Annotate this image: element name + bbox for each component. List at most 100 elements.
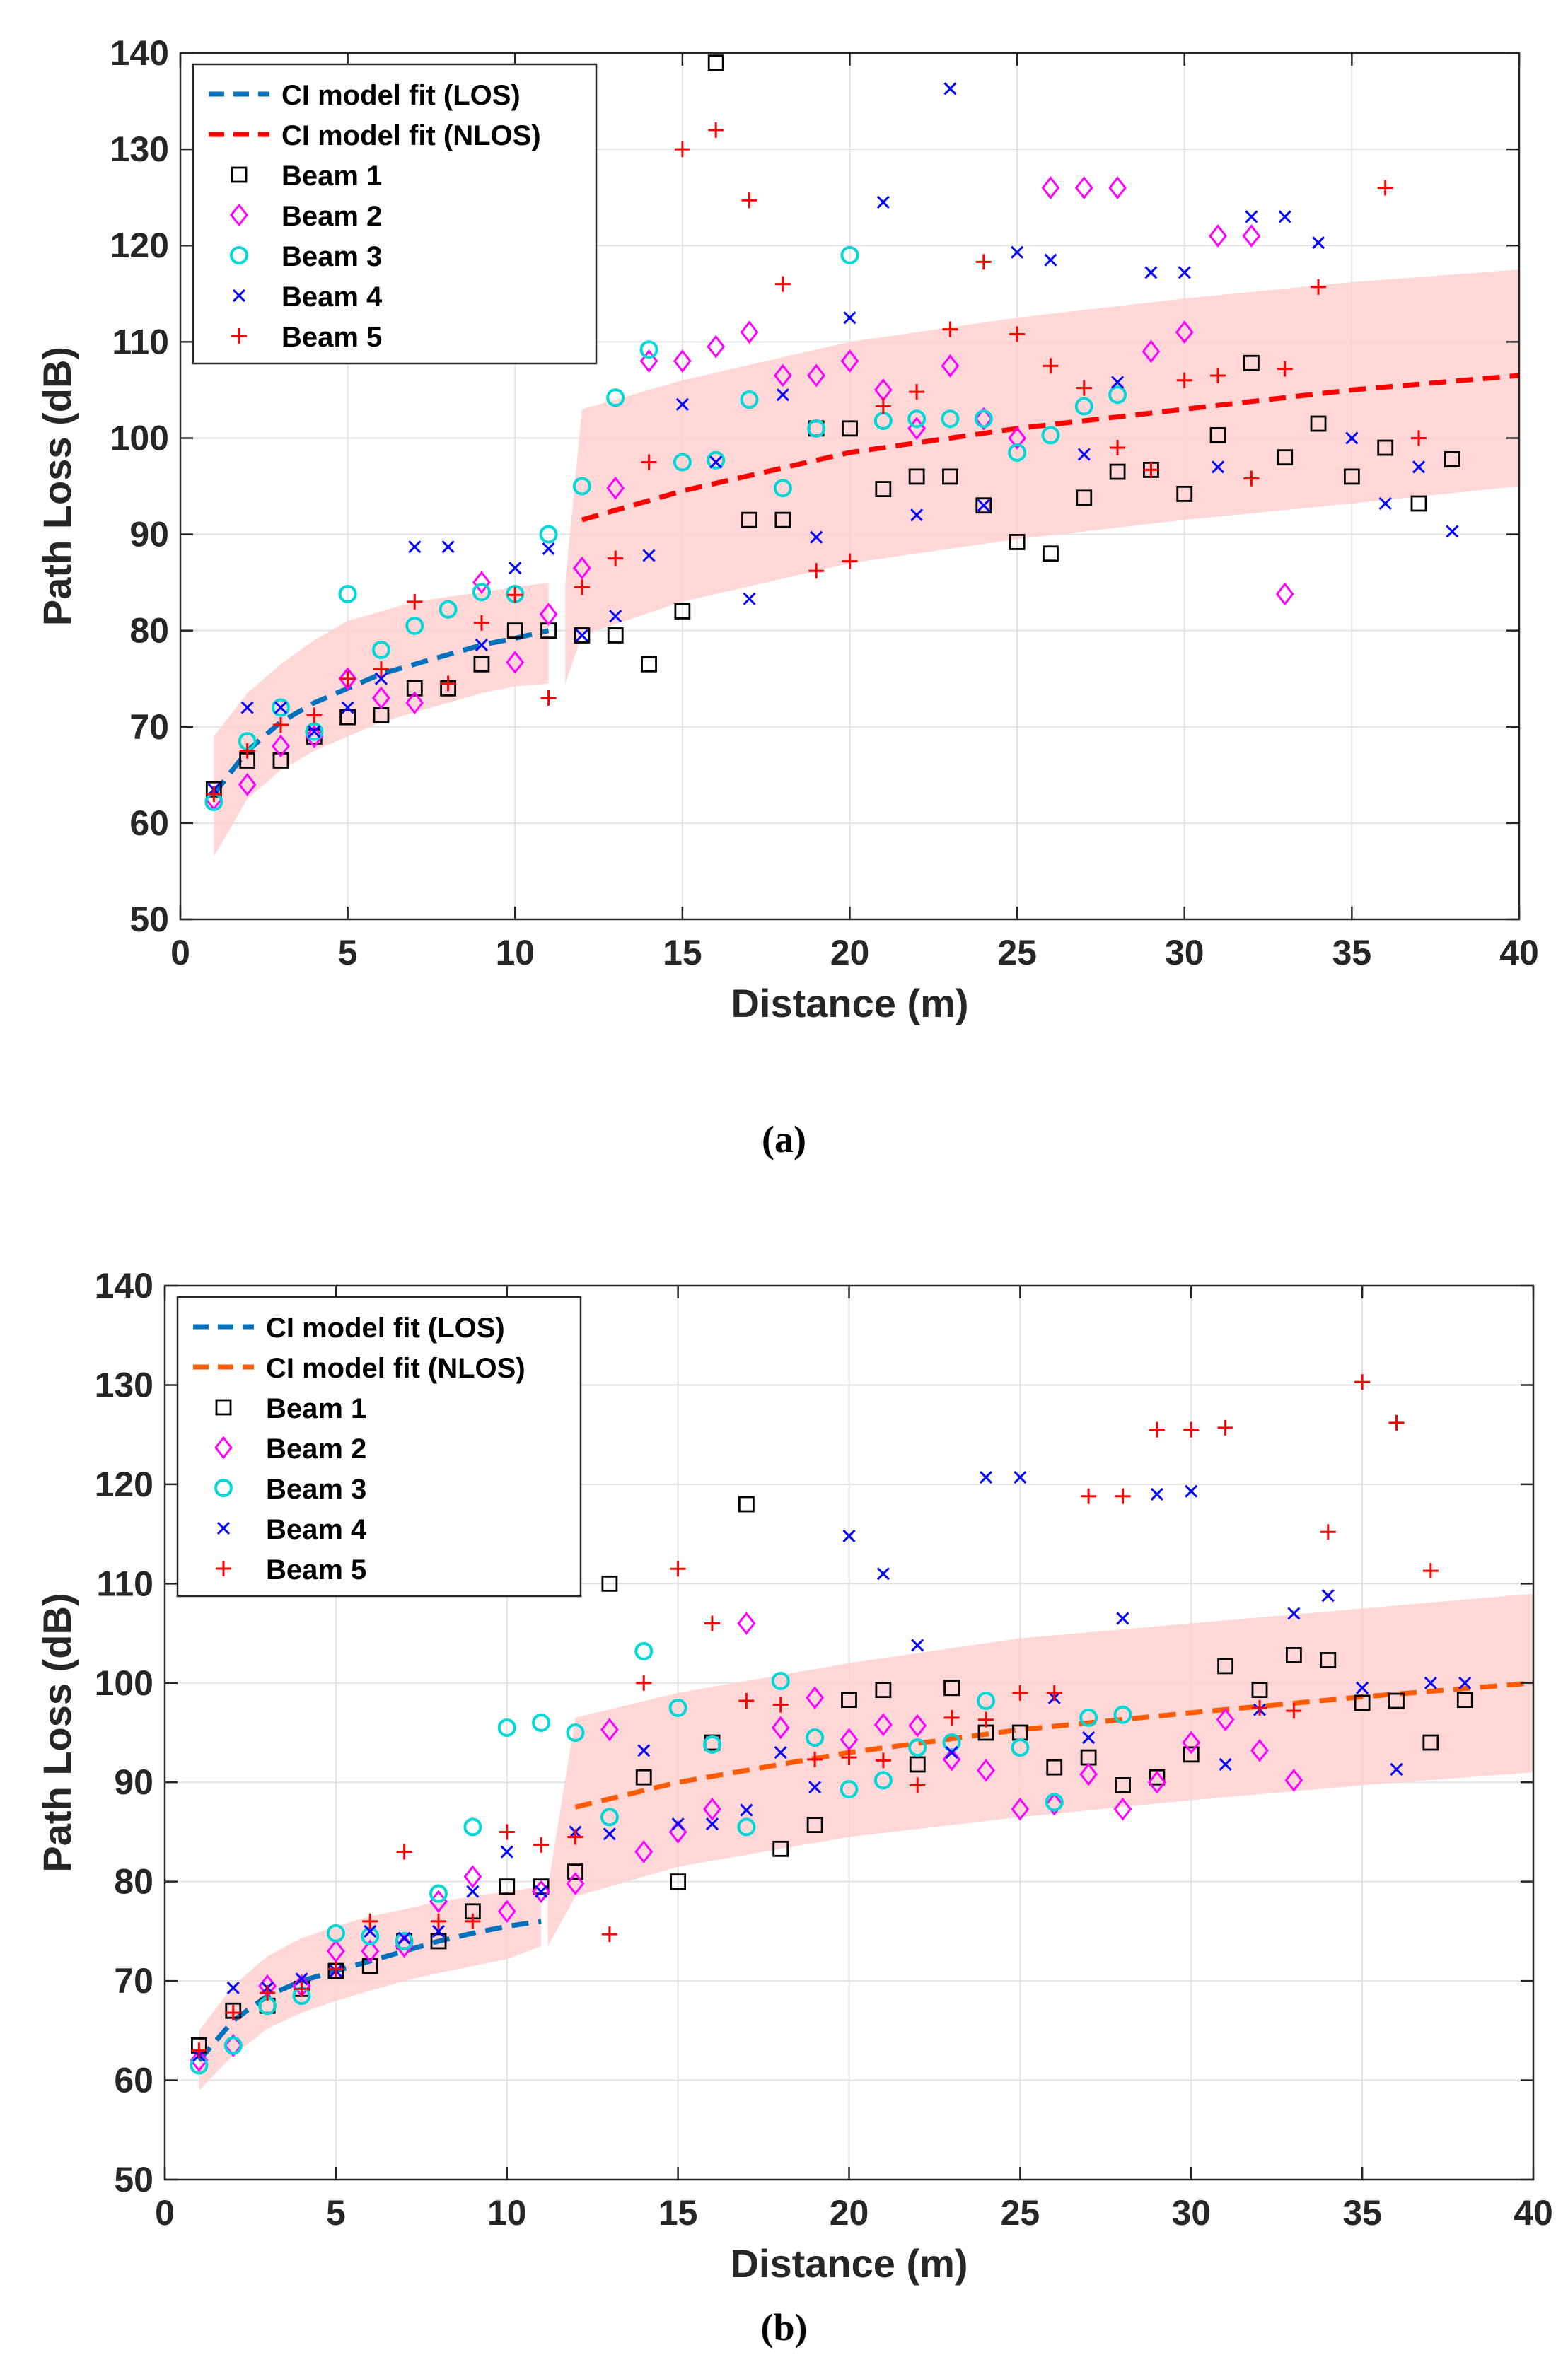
data-point-beam-3 <box>338 584 357 603</box>
data-point-beam-4 <box>535 1885 548 1898</box>
legend-marker-swatch <box>230 203 248 227</box>
data-point-beam-4 <box>603 1827 616 1841</box>
data-point-beam-2 <box>771 1716 790 1740</box>
data-point-beam-4 <box>1219 1757 1232 1772</box>
nlos-fit-line <box>574 1680 1534 1810</box>
data-point-beam-5 <box>1143 462 1159 478</box>
legend-marker-swatch <box>232 289 246 303</box>
data-point-beam-5 <box>507 587 523 603</box>
data-point-beam-2 <box>1142 339 1161 363</box>
data-point-beam-4 <box>843 311 856 325</box>
series-beam-3 <box>204 245 1127 811</box>
y-tick-label: 120 <box>110 226 169 265</box>
data-point-beam-3 <box>1011 1738 1030 1757</box>
data-point-beam-3 <box>673 453 692 472</box>
x-tick-label: 20 <box>830 933 870 972</box>
data-point-beam-4 <box>977 499 990 512</box>
data-point-beam-4 <box>1446 525 1459 538</box>
data-point-beam-1 <box>1310 415 1327 432</box>
x-tick-label: 25 <box>1001 2193 1040 2233</box>
data-point-beam-5 <box>1422 1563 1439 1579</box>
data-point-beam-4 <box>431 1924 446 1938</box>
data-point-beam-5 <box>396 1844 412 1860</box>
legend-marker-swatch <box>231 166 248 183</box>
chart-b: 0 5 10 15 20 25 30 35 40 50 60 70 80 90 100 110 120 130 14… <box>35 1266 1553 2286</box>
data-point-beam-5 <box>225 2005 241 2021</box>
data-point-beam-5 <box>978 1711 994 1728</box>
data-point-beam-5 <box>260 1984 276 2001</box>
data-point-beam-5 <box>909 384 925 400</box>
x-tick-label: 10 <box>487 2193 527 2233</box>
data-point-beam-5 <box>540 690 557 706</box>
shaded-band-2 <box>547 1593 1533 1946</box>
data-point-beam-2 <box>572 556 591 580</box>
data-point-beam-4 <box>642 549 656 562</box>
legend-box <box>192 63 598 365</box>
legend-marker-swatch <box>230 246 248 264</box>
data-point-beam-4 <box>475 639 488 652</box>
data-point-beam-3 <box>1041 426 1060 445</box>
data-point-beam-2 <box>326 1939 345 1963</box>
data-point-beam-4 <box>1044 253 1057 267</box>
data-point-beam-3 <box>539 525 558 544</box>
data-point-beam-5 <box>1217 1419 1233 1436</box>
y-tick-label: 100 <box>95 1663 153 1703</box>
data-point-beam-5 <box>306 707 323 723</box>
data-point-beam-1 <box>641 656 657 673</box>
data-point-beam-1 <box>1422 1734 1439 1751</box>
data-point-beam-3 <box>908 1738 927 1757</box>
data-point-beam-5 <box>842 553 858 569</box>
data-point-beam-4 <box>1287 1607 1301 1620</box>
data-point-beam-4 <box>810 530 823 544</box>
series-beam-3 <box>190 1641 1132 2075</box>
data-point-beam-5 <box>440 675 456 692</box>
data-point-beam-1 <box>361 1958 378 1974</box>
data-point-beam-5 <box>704 1615 720 1631</box>
data-point-beam-4 <box>876 195 890 209</box>
x-tick-label: 15 <box>663 933 702 972</box>
data-point-beam-1 <box>406 680 423 697</box>
data-point-beam-1 <box>942 468 958 485</box>
data-point-beam-1 <box>1217 1658 1234 1675</box>
data-point-beam-3 <box>806 1728 825 1747</box>
legend-label: Beam 5 <box>266 1554 366 1586</box>
data-point-beam-1 <box>1456 1692 1473 1709</box>
data-point-beam-4 <box>1412 460 1426 474</box>
data-point-beam-3 <box>439 600 458 619</box>
y-tick-label: 140 <box>110 33 169 73</box>
data-point-beam-5 <box>1311 279 1327 295</box>
data-point-beam-2 <box>1209 224 1227 248</box>
shaded-band-1 <box>199 1886 542 2090</box>
data-point-beam-4 <box>943 82 957 95</box>
data-point-beam-1 <box>1343 468 1360 485</box>
data-point-beam-5 <box>407 593 423 610</box>
data-point-beam-3 <box>639 340 658 359</box>
data-point-beam-1 <box>1285 1647 1302 1663</box>
data-point-beam-5 <box>1320 1524 1336 1540</box>
data-point-beam-1 <box>674 603 691 620</box>
data-point-beam-4 <box>441 540 455 554</box>
data-point-beam-5 <box>499 1824 515 1840</box>
data-point-beam-5 <box>339 670 356 687</box>
data-point-beam-1 <box>574 627 591 644</box>
data-point-beam-5 <box>1043 358 1059 374</box>
data-point-beam-2 <box>305 724 324 748</box>
data-point-beam-1 <box>1277 449 1294 466</box>
data-point-beam-1 <box>499 1878 516 1895</box>
data-point-beam-2 <box>840 349 859 373</box>
data-point-beam-2 <box>1242 224 1261 248</box>
data-point-beam-1 <box>1183 1746 1200 1763</box>
data-point-beam-5 <box>294 1981 310 1997</box>
data-point-beam-5 <box>1012 1685 1028 1701</box>
data-point-beam-3 <box>271 698 290 717</box>
legend-label: Beam 2 <box>266 1433 366 1465</box>
data-point-beam-1 <box>1444 450 1460 467</box>
data-point-beam-4 <box>1111 376 1125 389</box>
data-point-beam-3 <box>941 409 960 429</box>
data-point-beam-5 <box>191 2042 207 2059</box>
data-point-beam-1 <box>741 511 757 528</box>
data-point-beam-5 <box>875 1752 891 1769</box>
data-point-beam-4 <box>1390 1762 1403 1776</box>
data-point-beam-1 <box>1320 1652 1337 1668</box>
